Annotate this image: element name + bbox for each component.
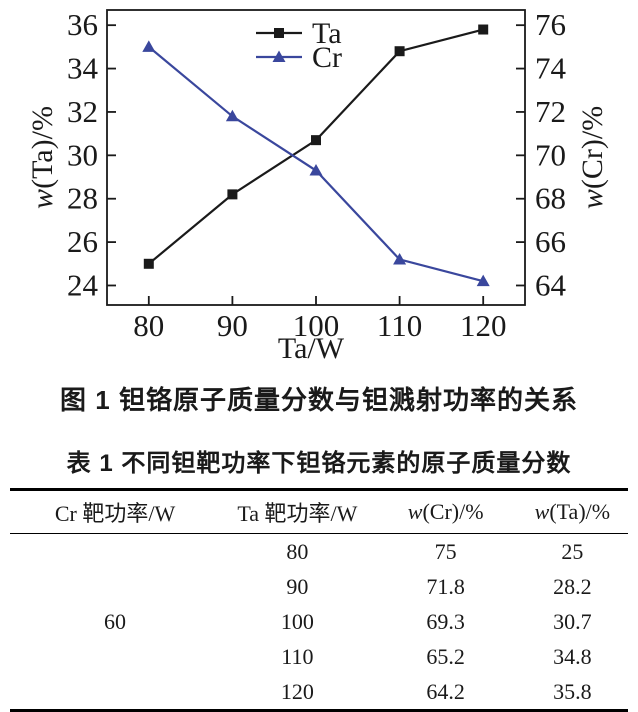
series-line-cr <box>148 46 484 283</box>
data-table: Cr 靶功率/W Ta 靶功率/W w(Cr)/% w(Ta)/% 60 80 75 25 9… <box>10 488 628 712</box>
y-right-tick-label: 64 <box>535 267 567 302</box>
y-left-tick-label: 32 <box>67 94 98 129</box>
y-right-tick-label: 70 <box>535 137 566 172</box>
triangle-marker <box>142 40 156 52</box>
x-tick-label: 110 <box>377 308 422 343</box>
table-row: 60 80 75 25 <box>10 534 628 634</box>
y-left-axis-title: w(Ta)/% <box>26 106 59 209</box>
table-body: 60 80 75 25 90 71.8 28.2 100 69.3 30.7 110 65.2 34.8… <box>10 534 628 711</box>
square-marker <box>227 189 238 200</box>
y-left-tick-label: 36 <box>67 7 98 42</box>
y-left-tick-label: 24 <box>67 267 99 302</box>
table-cell: 25 <box>561 538 584 564</box>
column-header-1: Ta 靶功率/W <box>220 489 375 534</box>
legend-label-ta: Ta <box>312 17 342 50</box>
legend-triangle-marker <box>272 50 286 62</box>
y-left-tick-label: 26 <box>67 224 98 259</box>
square-marker <box>311 135 321 146</box>
table-cell: 80 <box>286 538 309 564</box>
header-row: Cr 靶功率/W Ta 靶功率/W w(Cr)/% w(Ta)/% <box>10 489 628 534</box>
y-left-tick-label: 30 <box>67 137 98 172</box>
table-title: 表 1 不同钽靶功率下钽铬元素的原子质量分数 <box>66 450 572 477</box>
table-cell: 90 <box>286 573 309 599</box>
column-header-0: Cr 靶功率/W <box>10 489 221 534</box>
table-row: 90 71.8 28.2 <box>10 569 628 604</box>
table-cell: 75 <box>434 538 457 564</box>
table-row: 110 65.2 34.8 <box>10 639 628 674</box>
y-left-tick-label: 34 <box>67 51 99 86</box>
table-cell: 28.2 <box>553 573 592 599</box>
table-cell: 64.2 <box>426 678 465 704</box>
table-row: 100 69.3 30.7 <box>10 604 628 639</box>
square-marker <box>478 24 489 35</box>
legend-label-cr: Cr <box>312 41 342 74</box>
y-right-axis-title: w(Cr)/% <box>576 106 609 209</box>
x-tick-label: 120 <box>460 308 507 343</box>
table-section: 表 1 不同钽靶功率下钽铬元素的原子质量分数 Cr 靶功率/W Ta 靶功率/W w… <box>0 443 638 712</box>
table-cell: 69.3 <box>426 608 465 634</box>
table-cell: 100 <box>280 608 314 634</box>
legend-square-marker <box>274 28 284 38</box>
triangle-marker <box>225 109 239 122</box>
y-right-tick-label: 74 <box>535 51 567 86</box>
column-header-3: w(Ta)/% <box>516 489 628 534</box>
triangle-marker <box>309 164 323 176</box>
x-tick-label: 90 <box>217 308 248 343</box>
table-head: Cr 靶功率/W Ta 靶功率/W w(Cr)/% w(Ta)/% <box>10 489 628 534</box>
figure-caption: 图 1 钽铬原子质量分数与钽溅射功率的关系 <box>60 385 578 415</box>
table-cell: 34.8 <box>553 643 592 669</box>
square-marker <box>143 258 154 269</box>
cr-power-cell: 60 <box>104 608 127 634</box>
x-axis-title: Ta/W <box>278 332 345 365</box>
triangle-marker <box>393 252 407 265</box>
triangle-marker <box>476 274 490 287</box>
table-cell: 65.2 <box>426 643 465 669</box>
y-right-tick-label: 72 <box>535 94 566 129</box>
figure-1: 80 90 100 110 120 24 26 28 30 32 34 36 64 66 68 70 72 74 7… <box>26 7 609 415</box>
table-cell: 71.8 <box>426 573 465 599</box>
y-right-tick-label: 68 <box>535 181 566 216</box>
table-cell: 120 <box>280 678 314 704</box>
y-right-tick-label: 76 <box>535 7 566 42</box>
y-left-tick-label: 28 <box>67 181 98 216</box>
x-tick-label: 100 <box>293 308 340 343</box>
table-cell: 30.7 <box>553 608 592 634</box>
x-tick-label: 80 <box>133 308 164 343</box>
line-chart: 80 90 100 110 120 24 26 28 30 32 34 36 64 66 68 70 72 74 7… <box>26 7 609 365</box>
y-right-tick-label: 66 <box>535 224 566 259</box>
table-cell: 35.8 <box>553 678 592 704</box>
square-marker <box>394 46 405 57</box>
column-header-2: w(Cr)/% <box>374 489 517 534</box>
table-cell: 110 <box>281 643 314 669</box>
